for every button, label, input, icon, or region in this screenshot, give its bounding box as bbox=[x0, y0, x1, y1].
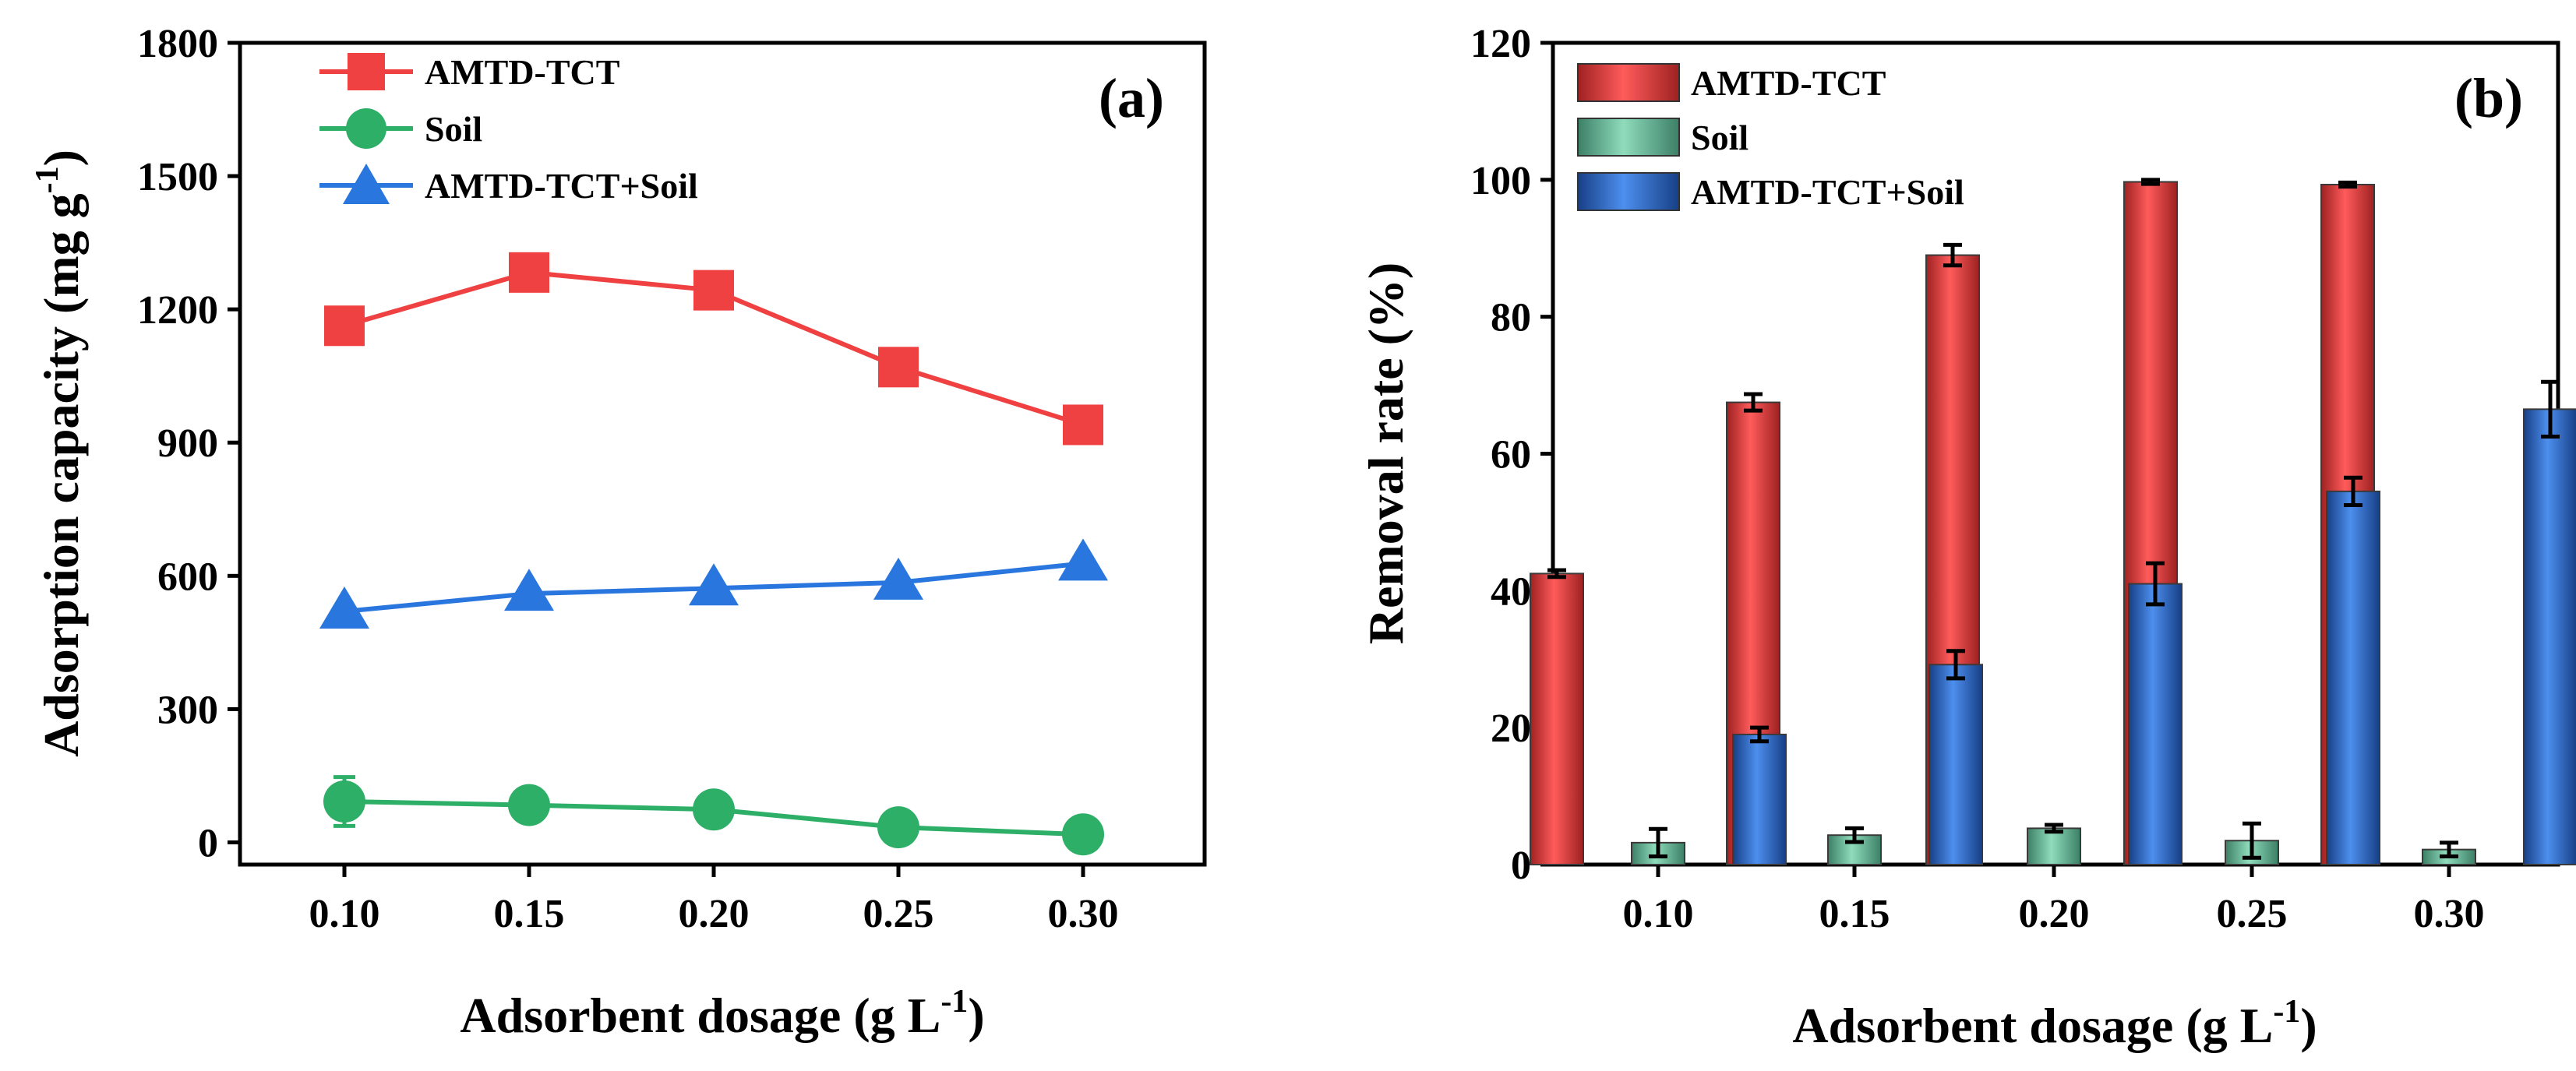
bar bbox=[1530, 572, 1584, 866]
x-tick-label: 0.20 bbox=[2019, 892, 2090, 936]
series-soil bbox=[1631, 821, 2476, 866]
x-tick-label: 0.25 bbox=[2217, 892, 2288, 936]
y-tick-label: 300 bbox=[157, 688, 218, 732]
panel-b: 0 20 40 60 80 100 120 0.10 0.15 0.20 0.25 0.30 (b)… bbox=[1358, 22, 2576, 1053]
bar bbox=[2128, 583, 2183, 866]
data-point-square bbox=[693, 270, 734, 311]
data-point-circle bbox=[323, 780, 365, 823]
series-soil bbox=[323, 775, 1104, 856]
legend-item-amtd-tct: AMTD-TCT bbox=[319, 52, 619, 92]
legend-swatch-soil bbox=[1577, 118, 1680, 157]
panel-b-label: (b) bbox=[2454, 67, 2523, 129]
panel-a-x-ticks: 0.10 0.15 0.20 0.25 0.30 bbox=[309, 865, 1119, 936]
y-tick-label: 1200 bbox=[137, 288, 218, 333]
legend-square-marker bbox=[348, 53, 385, 90]
y-tick-label: 80 bbox=[1491, 296, 1531, 340]
y-tick-label: 0 bbox=[1511, 844, 1531, 888]
y-tick-label: 600 bbox=[157, 555, 218, 599]
y-tick-label: 20 bbox=[1491, 706, 1531, 751]
legend-item-amtd-tct-soil: AMTD-TCT+Soil bbox=[1577, 172, 1964, 212]
legend-item-soil: Soil bbox=[1577, 118, 1749, 157]
data-point-square bbox=[324, 305, 365, 347]
panel-a-x-axis-title: Adsorbent dosage (g L-1) bbox=[460, 984, 984, 1043]
x-tick-label: 0.25 bbox=[863, 892, 934, 936]
x-tick-label: 0.10 bbox=[309, 892, 380, 936]
series-amtd-tct-soil bbox=[1732, 379, 2576, 866]
data-point-triangle bbox=[1058, 538, 1108, 581]
y-tick-label: 100 bbox=[1470, 159, 1531, 203]
legend-triangle-marker bbox=[343, 164, 390, 204]
y-tick-label: 120 bbox=[1470, 22, 1531, 66]
legend-item-amtd-tct: AMTD-TCT bbox=[1577, 63, 1886, 103]
x-tick-label: 0.10 bbox=[1623, 892, 1694, 936]
legend-label-soil: Soil bbox=[425, 109, 482, 149]
data-point-triangle bbox=[689, 563, 739, 606]
bar bbox=[2027, 827, 2081, 866]
panel-b-legend: AMTD-TCT Soil AMTD-TCT+Soil bbox=[1577, 63, 1964, 212]
legend-label-amtd-tct: AMTD-TCT bbox=[1691, 63, 1886, 103]
legend-swatch-amtd-tct-soil bbox=[1577, 172, 1680, 211]
bar bbox=[1732, 733, 1787, 865]
data-point-circle bbox=[1062, 813, 1104, 856]
x-tick-label: 0.15 bbox=[494, 892, 565, 936]
data-point-circle bbox=[877, 806, 919, 849]
x-tick-label: 0.30 bbox=[1048, 892, 1119, 936]
data-point-circle bbox=[508, 784, 550, 826]
data-point-square bbox=[509, 252, 549, 293]
series-amtd-tct bbox=[324, 252, 1103, 446]
panel-b-y-axis-title: Removal rate (%) bbox=[1358, 262, 1413, 644]
panel-a-series bbox=[319, 252, 1108, 856]
panel-b-x-ticks: 0.10 0.15 0.20 0.25 0.30 bbox=[1623, 865, 2485, 936]
legend-label-amtd-tct-soil: AMTD-TCT+Soil bbox=[425, 166, 698, 206]
x-tick-label: 0.20 bbox=[679, 892, 750, 936]
data-point-square bbox=[878, 347, 919, 388]
data-point-triangle bbox=[319, 586, 369, 629]
panel-a-legend: AMTD-TCT Soil AMTD-TCT+Soil bbox=[319, 52, 698, 206]
legend-swatch-amtd-tct bbox=[1577, 63, 1680, 102]
panel-b-plot-frame bbox=[1551, 41, 2560, 867]
panel-a-y-ticks: 0 300 600 900 1200 1500 1800 bbox=[137, 22, 240, 865]
bar bbox=[2326, 490, 2380, 866]
legend-circle-marker bbox=[346, 108, 386, 149]
panel-a-label: (a) bbox=[1099, 67, 1164, 129]
y-tick-label: 900 bbox=[157, 421, 218, 466]
y-tick-label: 1500 bbox=[137, 155, 218, 199]
legend-label-soil: Soil bbox=[1691, 118, 1749, 157]
legend-label-amtd-tct-soil: AMTD-TCT+Soil bbox=[1691, 172, 1964, 212]
y-tick-label: 40 bbox=[1491, 569, 1531, 614]
y-tick-label: 1800 bbox=[137, 22, 218, 66]
legend-label-amtd-tct: AMTD-TCT bbox=[425, 52, 619, 92]
panel-b-x-axis-title: Adsorbent dosage (g L-1) bbox=[1792, 994, 2317, 1053]
panel-b-y-ticks: 0 20 40 60 80 100 120 bbox=[1470, 22, 1553, 888]
data-point-circle bbox=[693, 788, 735, 831]
data-point-triangle bbox=[504, 569, 554, 611]
panel-b-bars bbox=[1530, 178, 2576, 866]
panel-a-y-axis-title: Adsorption capacity (mg g-1) bbox=[30, 150, 89, 757]
legend-item-soil: Soil bbox=[319, 108, 482, 149]
y-tick-label: 0 bbox=[198, 821, 218, 865]
legend-item-amtd-tct-soil: AMTD-TCT+Soil bbox=[319, 164, 698, 206]
x-tick-label: 0.15 bbox=[1819, 892, 1890, 936]
panel-a-plot-frame bbox=[238, 41, 1207, 867]
bar bbox=[2523, 408, 2576, 865]
y-tick-label: 60 bbox=[1491, 433, 1531, 477]
data-point-triangle bbox=[873, 557, 923, 600]
series-amtd-tct-soil bbox=[319, 538, 1108, 629]
x-tick-label: 0.30 bbox=[2414, 892, 2485, 936]
bar bbox=[1928, 664, 1983, 865]
data-point-square bbox=[1063, 404, 1103, 446]
